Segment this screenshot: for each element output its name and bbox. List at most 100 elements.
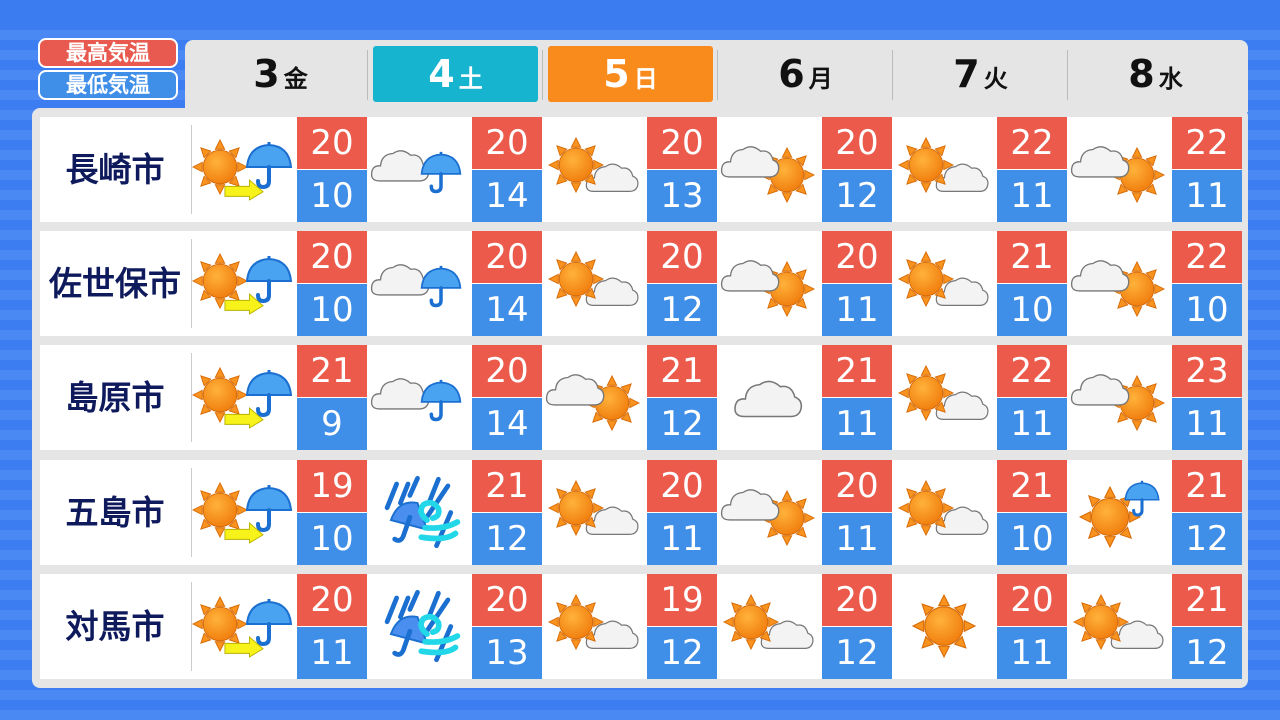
high-temp: 20 (297, 231, 367, 283)
umbrella-icon (245, 255, 293, 303)
low-temp: 11 (1172, 170, 1242, 222)
divider (191, 468, 192, 557)
high-temp: 23 (1172, 345, 1242, 397)
high-temp: 20 (822, 460, 892, 512)
cloud-icon (370, 150, 430, 182)
sun-icon (1073, 594, 1129, 650)
weather-cloud-sun-icon (545, 374, 640, 431)
day-number: 8 (1128, 52, 1155, 96)
high-temp: 20 (472, 117, 542, 169)
temperature-legend: 最高気温 最低気温 (38, 38, 178, 102)
city-row: 五島市 19 10 21 12 20 11 20 11 21 10 21 12 (40, 460, 1242, 565)
high-temp: 21 (297, 345, 367, 397)
city-row: 佐世保市 20 10 20 14 20 12 20 11 21 10 22 10 (40, 231, 1242, 336)
high-temp: 19 (297, 460, 367, 512)
cloud-icon (720, 146, 780, 178)
low-temp: 10 (1172, 284, 1242, 336)
high-temp: 19 (647, 574, 717, 626)
legend-low: 最低気温 (38, 70, 178, 100)
cloud-icon (545, 374, 605, 406)
weather-sun-cloud-icon (548, 594, 639, 650)
city-name: 長崎市 (65, 150, 165, 189)
low-temp: 13 (647, 170, 717, 222)
low-temp: 10 (997, 284, 1067, 336)
low-temp: 11 (822, 513, 892, 565)
day-number: 5 (603, 52, 630, 96)
day-weekday: 火 (983, 65, 1008, 93)
divider (191, 239, 192, 328)
weather-sun-cloud-icon (898, 480, 989, 536)
weather-sun-cloud-icon (898, 365, 989, 421)
low-temp: 11 (997, 398, 1067, 450)
low-temp: 12 (647, 284, 717, 336)
sun-icon (548, 251, 604, 307)
sun-icon (912, 594, 976, 658)
day-number: 3 (253, 52, 280, 96)
umbrella-icon (419, 379, 463, 422)
high-temp: 20 (647, 231, 717, 283)
cloud-icon (1070, 260, 1130, 292)
sun-icon (548, 480, 604, 536)
high-temp: 22 (1172, 117, 1242, 169)
umbrella-icon (419, 151, 463, 194)
low-temp: 11 (997, 627, 1067, 679)
high-temp: 22 (1172, 231, 1242, 283)
day-number: 7 (953, 52, 980, 96)
low-temp: 11 (647, 513, 717, 565)
cloud-icon (734, 380, 803, 418)
weather-sun-cloud-icon (898, 251, 989, 307)
divider (191, 125, 192, 214)
high-temp: 20 (822, 117, 892, 169)
header-divider (367, 50, 368, 100)
umbrella-icon (1123, 480, 1161, 517)
low-temp: 11 (297, 627, 367, 679)
high-temp: 20 (822, 231, 892, 283)
weather-cloud-rain-icon (370, 264, 463, 308)
weather-storm-icon (367, 460, 472, 565)
low-temp: 11 (822, 284, 892, 336)
low-temp: 12 (647, 627, 717, 679)
city-name: 佐世保市 (49, 264, 181, 303)
umbrella-icon (245, 598, 293, 646)
low-temp: 11 (997, 170, 1067, 222)
low-temp: 12 (822, 627, 892, 679)
cloud-icon (720, 260, 780, 292)
high-temp: 20 (472, 345, 542, 397)
weather-sun-cloud-icon (1073, 594, 1164, 650)
low-temp: 14 (472, 284, 542, 336)
low-temp: 12 (472, 513, 542, 565)
sun-icon (898, 251, 954, 307)
low-temp: 11 (822, 398, 892, 450)
high-temp: 20 (997, 574, 1067, 626)
high-temp: 21 (1172, 574, 1242, 626)
low-temp: 12 (822, 170, 892, 222)
high-temp: 20 (297, 117, 367, 169)
high-temp: 21 (822, 345, 892, 397)
day-number: 4 (428, 52, 455, 96)
weather-sun-then-rain-icon (192, 482, 293, 544)
low-temp: 10 (297, 284, 367, 336)
weather-sun-then-rain-icon (192, 596, 293, 658)
day-weekday: 日 (633, 65, 658, 93)
low-temp: 11 (1172, 398, 1242, 450)
weather-cloud-sun-icon (1070, 260, 1165, 317)
top-band (0, 0, 1280, 30)
weather-cloud-sun-icon (720, 489, 815, 546)
weather-sun-cloud-icon (898, 137, 989, 193)
header-divider (1067, 50, 1068, 100)
low-temp: 12 (1172, 513, 1242, 565)
high-temp: 21 (997, 231, 1067, 283)
low-temp: 14 (472, 170, 542, 222)
storm-icon (387, 478, 457, 545)
low-temp: 12 (647, 398, 717, 450)
sun-icon (548, 594, 604, 650)
umbrella-icon (245, 141, 293, 189)
day-weekday: 土 (458, 65, 483, 93)
high-temp: 20 (822, 574, 892, 626)
umbrella-icon (245, 369, 293, 417)
weather-storm-icon (367, 574, 472, 679)
umbrella-icon (245, 484, 293, 532)
